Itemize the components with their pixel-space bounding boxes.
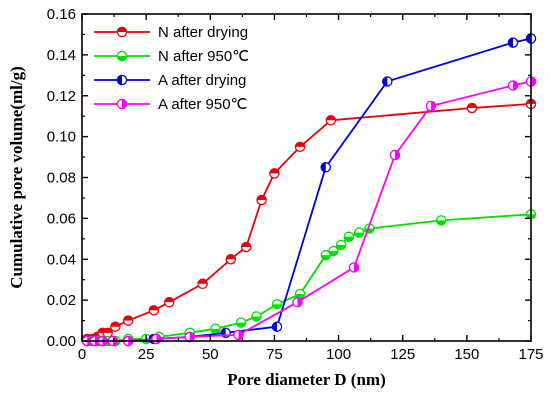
y-tick-label: 0.04 (47, 251, 76, 268)
y-tick-label: 0.08 (47, 170, 76, 187)
y-tick-label: 0.16 (47, 6, 76, 23)
legend-marker (116, 74, 128, 86)
legend-label: A after 950℃ (158, 96, 247, 113)
data-point (151, 333, 162, 345)
y-tick-label: 0.02 (47, 292, 76, 309)
x-tick-label: 75 (266, 346, 283, 363)
x-tick-label: 25 (138, 346, 155, 363)
data-point (210, 323, 221, 334)
data-point (389, 149, 401, 161)
legend-entry: A after 950℃ (94, 96, 247, 113)
data-point (294, 288, 306, 300)
x-tick-label: 175 (518, 346, 543, 363)
legend-marker (116, 50, 128, 62)
data-point (292, 296, 303, 308)
y-axis-title: Cumulative pore volume(ml/g) (7, 66, 26, 289)
legend-label: A after drying (158, 72, 246, 89)
data-point (110, 321, 121, 332)
legend-label: N after drying (158, 24, 248, 41)
data-point (320, 249, 331, 261)
series-2 (81, 209, 537, 347)
x-tick-label: 100 (326, 346, 351, 363)
data-point (294, 141, 306, 153)
data-point (466, 102, 478, 114)
series-line (87, 80, 532, 342)
data-point (507, 37, 519, 48)
legend-entry: N after drying (94, 24, 248, 41)
data-point (328, 245, 339, 257)
x-tick-label: 125 (390, 346, 415, 363)
data-point (271, 321, 283, 332)
series-4 (81, 76, 537, 347)
legend-marker (116, 26, 128, 38)
data-point (163, 296, 175, 308)
y-tick-label: 0.10 (47, 129, 76, 146)
data-point (256, 194, 267, 206)
series-1 (81, 98, 537, 345)
data-point (271, 298, 283, 310)
data-point (425, 100, 437, 112)
data-point (325, 115, 337, 126)
data-point (382, 76, 393, 87)
data-point (197, 278, 208, 290)
axes: 0 25 50 75 100 125 150 175 0.00 0.02 0.04 0.06 0.08 0… (47, 6, 544, 363)
series-3 (81, 33, 537, 347)
legend-label: N after 950℃ (158, 48, 249, 65)
y-tick-label: 0.06 (47, 210, 76, 227)
data-point (184, 331, 196, 343)
data-point (235, 317, 247, 328)
y-tick-label: 0.00 (47, 333, 76, 350)
data-point (320, 162, 331, 173)
data-point (251, 311, 262, 322)
series-line (87, 213, 532, 342)
data-point (240, 241, 252, 253)
data-point (233, 329, 244, 341)
data-point (148, 305, 160, 316)
x-tick-label: 0 (78, 346, 86, 363)
legend-entry: A after drying (94, 72, 246, 89)
x-axis-title: Pore diameter D (nm) (227, 370, 385, 389)
data-point (225, 253, 237, 265)
x-tick-label: 50 (202, 346, 219, 363)
plot-frame (81, 13, 532, 342)
data-point (269, 168, 280, 179)
plot-series (81, 33, 537, 347)
data-point (335, 239, 347, 251)
legend-entry: N after 950℃ (94, 48, 249, 65)
legend: N after drying N after 950℃ A after drying… (94, 24, 249, 113)
data-point (343, 231, 355, 243)
data-point (435, 215, 447, 226)
legend-marker (116, 98, 128, 110)
y-tick-label: 0.14 (47, 47, 76, 64)
y-tick-label: 0.12 (47, 88, 76, 105)
x-tick-label: 150 (454, 346, 479, 363)
data-point (507, 80, 519, 91)
data-point (353, 227, 365, 238)
data-point (348, 262, 360, 273)
data-point (122, 315, 134, 326)
